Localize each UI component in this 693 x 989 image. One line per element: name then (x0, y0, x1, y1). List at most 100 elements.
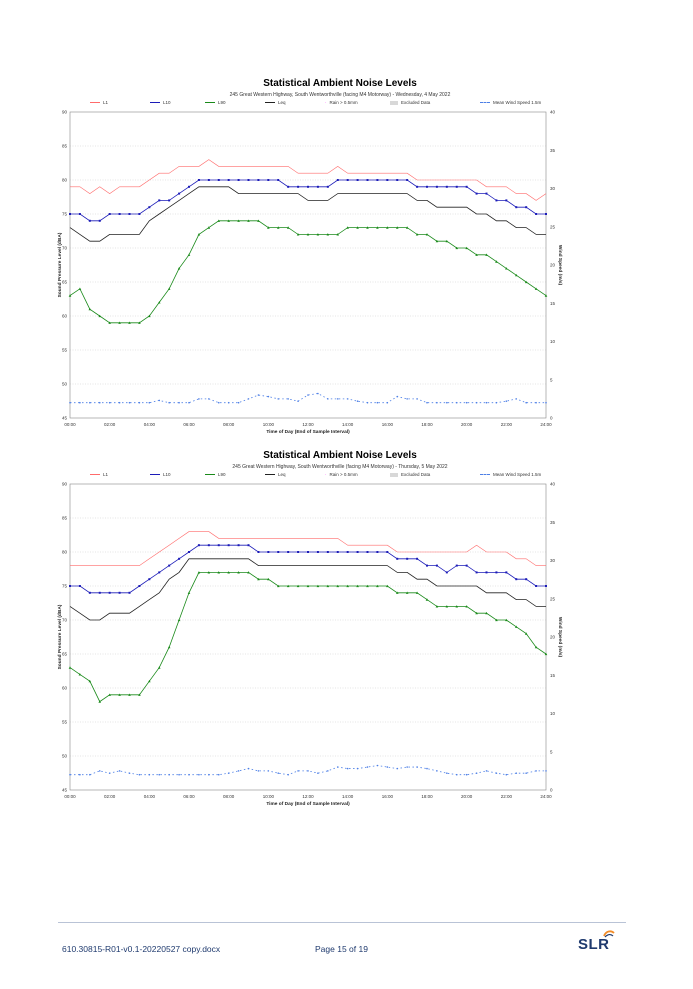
data-point-l90 (514, 273, 518, 277)
data-point-wind (178, 401, 180, 404)
data-point-wind (455, 773, 458, 776)
data-point-wind (535, 770, 537, 772)
data-point-l10 (267, 179, 270, 181)
data-point-l10 (396, 179, 399, 181)
data-point-l10 (188, 551, 190, 553)
data-point-l90 (276, 584, 280, 588)
data-point-wind (217, 401, 220, 404)
data-point-l10 (485, 571, 488, 574)
data-point-l90 (405, 591, 409, 594)
data-point-wind (108, 401, 111, 404)
legend-rain: · Rain > 0.5mm (325, 472, 358, 477)
data-point-l90 (207, 571, 211, 574)
data-point-wind (118, 770, 121, 772)
data-point-wind (198, 398, 200, 400)
data-point-wind (98, 770, 101, 772)
data-point-wind (277, 398, 280, 400)
data-point-l90 (207, 226, 211, 229)
x-tick-label: 04:00 (144, 422, 156, 427)
data-point-l90 (425, 233, 429, 236)
data-point-l10 (326, 185, 329, 188)
legend-l10: L10 (150, 472, 171, 477)
series-line-l90 (69, 220, 547, 324)
data-point-l90 (78, 287, 82, 290)
y2-tick-label: 0 (550, 788, 553, 793)
x-tick-label: 22:00 (501, 422, 513, 427)
data-point-wind (515, 398, 518, 400)
data-point-l90 (237, 571, 240, 574)
data-point-wind (89, 773, 91, 776)
data-point-l90 (108, 693, 111, 696)
data-point-l10 (257, 179, 260, 181)
data-point-l10 (426, 564, 428, 567)
x-tick-label: 10:00 (263, 422, 275, 427)
data-point-l10 (188, 185, 190, 188)
data-point-wind (346, 767, 349, 770)
data-point-l90 (386, 584, 389, 588)
data-point-l90 (435, 239, 439, 243)
data-point-l90 (475, 253, 478, 256)
data-point-wind (336, 398, 339, 400)
data-point-wind (376, 401, 379, 404)
data-point-l10 (455, 185, 458, 188)
data-point-wind (237, 401, 240, 404)
data-point-l10 (336, 551, 339, 553)
data-point-wind (257, 394, 260, 396)
data-point-l90 (217, 219, 221, 222)
data-point-l10 (158, 199, 161, 202)
data-point-wind (525, 401, 527, 404)
data-point-l90 (376, 226, 379, 229)
data-point-l10 (78, 585, 81, 587)
series-line-l90 (69, 572, 547, 703)
data-point-wind (436, 401, 438, 404)
data-point-l10 (346, 551, 349, 553)
data-point-wind (138, 773, 141, 776)
data-point-l10 (118, 591, 121, 594)
chart-1-subtitle: 245 Great Western Highway, South Wentwor… (229, 92, 451, 98)
data-point-l90 (177, 618, 181, 622)
data-point-wind (227, 401, 230, 404)
data-point-wind (118, 401, 121, 404)
data-point-l10 (445, 571, 448, 574)
data-point-l10 (376, 179, 379, 181)
data-point-wind (178, 773, 180, 776)
data-point-l10 (515, 578, 518, 581)
data-point-wind (79, 401, 81, 404)
data-point-wind (148, 401, 151, 404)
data-point-l90 (157, 301, 161, 304)
data-point-wind (356, 767, 359, 770)
data-point-wind (505, 773, 508, 776)
data-point-l10 (227, 179, 230, 181)
plot-frame (69, 483, 547, 791)
data-point-l10 (207, 544, 210, 547)
data-point-l10 (396, 557, 399, 560)
data-point-wind (426, 767, 428, 770)
data-point-l10 (376, 551, 379, 553)
data-point-wind (128, 401, 131, 404)
y-axis-label: Sound Pressure Level (dBA) (57, 604, 63, 669)
data-point-l10 (128, 213, 131, 215)
data-point-l10 (158, 571, 161, 574)
data-point-l10 (435, 185, 438, 188)
data-point-l90 (276, 226, 280, 229)
data-point-wind (475, 401, 478, 404)
data-point-wind (188, 773, 190, 776)
data-point-l90 (177, 267, 181, 270)
chart-1-title: Statistical Ambient Noise Levels (263, 78, 417, 89)
data-point-l90 (544, 294, 548, 297)
data-point-l10 (346, 179, 349, 181)
legend-wind: Mean Wind Speed 1.5m (480, 472, 541, 477)
data-point-l90 (316, 233, 320, 236)
data-point-wind (495, 772, 498, 774)
y2-axis-label: Wind Speed (m/s) (557, 617, 563, 658)
data-point-wind (366, 766, 369, 768)
data-point-l90 (455, 246, 459, 250)
data-point-l10 (138, 585, 141, 587)
data-point-l10 (178, 192, 181, 195)
data-point-l10 (227, 544, 230, 547)
data-point-l10 (108, 213, 111, 215)
data-point-l10 (108, 591, 111, 594)
data-point-l10 (356, 551, 359, 553)
x-tick-label: 00:00 (64, 794, 76, 799)
data-point-wind (69, 773, 71, 776)
